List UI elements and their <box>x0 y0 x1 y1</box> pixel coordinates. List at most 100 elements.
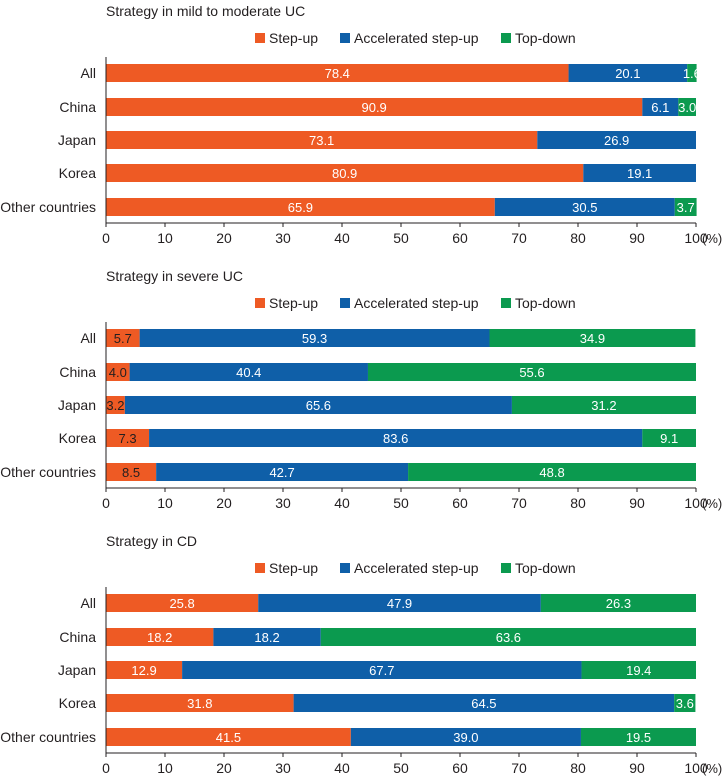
x-tick-label: 20 <box>216 760 232 776</box>
legend-swatch-step-up <box>255 563 265 573</box>
bar-segment-top-down <box>580 728 696 746</box>
x-tick-label: 40 <box>334 230 350 246</box>
x-tick-label: 60 <box>452 495 468 511</box>
x-tick-label: 70 <box>511 230 527 246</box>
x-tick-label: 30 <box>275 760 291 776</box>
chart-panel-2: Strategy in severe UC Step-up Accelerated … <box>0 268 722 511</box>
legend-label-step-up: Step-up <box>269 30 318 46</box>
data-label: 63.6 <box>496 630 521 645</box>
category-label: China <box>59 364 96 380</box>
data-label: 47.9 <box>387 596 412 611</box>
x-tick-label: 30 <box>275 230 291 246</box>
bar-segment-step-up <box>106 98 643 116</box>
category-label: Other countries <box>0 729 96 745</box>
data-label: 3.0 <box>678 100 696 115</box>
legend-swatch-accelerated-step-up <box>340 298 350 308</box>
x-tick-label: 0 <box>102 230 110 246</box>
legend-swatch-top-down <box>501 563 511 573</box>
x-tick-label: 70 <box>511 495 527 511</box>
bar-segment-accelerated-step-up <box>182 661 582 679</box>
category-label: All <box>80 65 96 81</box>
category-label: All <box>80 595 96 611</box>
data-label: 67.7 <box>369 663 394 678</box>
data-label: 19.5 <box>626 730 651 745</box>
bar-segment-accelerated-step-up <box>156 463 409 481</box>
bar-segment-top-down <box>642 429 696 447</box>
x-tick-label: 80 <box>570 760 586 776</box>
bar-segment-step-up <box>106 363 130 381</box>
bar-segment-top-down <box>687 64 697 82</box>
bar-segment-top-down <box>540 594 696 612</box>
data-label: 78.4 <box>325 66 350 81</box>
bar-segment-accelerated-step-up <box>129 363 368 381</box>
legend-label-step-up: Step-up <box>269 295 318 311</box>
chart-panel-1: Strategy in mild to moderate UC Step-up Ac… <box>0 3 722 246</box>
bar-segment-step-up <box>106 396 125 414</box>
bar-segment-top-down <box>408 463 696 481</box>
bar-segment-accelerated-step-up <box>124 396 512 414</box>
category-label: Japan <box>58 132 96 148</box>
chart-panel-3: Strategy in CD Step-up Accelerated step-up… <box>0 533 722 776</box>
legend-swatch-top-down <box>501 33 511 43</box>
bar-segment-step-up <box>106 728 351 746</box>
bar-segment-step-up <box>106 594 259 612</box>
bar-segment-step-up <box>106 329 140 347</box>
category-label: Korea <box>59 165 97 181</box>
category-label: Japan <box>58 662 96 678</box>
data-label: 12.9 <box>131 663 156 678</box>
legend-label-top-down: Top-down <box>515 30 576 46</box>
bar-segment-step-up <box>106 694 294 712</box>
bar-segment-step-up <box>106 429 150 447</box>
bar-segment-top-down <box>367 363 696 381</box>
x-axis-unit: (%) <box>702 761 722 776</box>
data-label: 19.1 <box>627 166 652 181</box>
x-tick-label: 50 <box>393 760 409 776</box>
category-label: China <box>59 629 96 645</box>
bar-segment-accelerated-step-up <box>258 594 541 612</box>
category-label: Japan <box>58 397 96 413</box>
x-tick-label: 90 <box>629 495 645 511</box>
x-tick-label: 10 <box>157 760 173 776</box>
category-label: Korea <box>59 695 97 711</box>
data-label: 26.3 <box>606 596 631 611</box>
data-label: 31.2 <box>591 398 616 413</box>
bar-segment-step-up <box>106 198 495 216</box>
category-label: Other countries <box>0 464 96 480</box>
bar-segment-step-up <box>106 661 183 679</box>
x-tick-label: 10 <box>157 230 173 246</box>
data-label: 31.8 <box>187 696 212 711</box>
bar-segment-accelerated-step-up <box>293 694 675 712</box>
legend-label-accelerated-step-up: Accelerated step-up <box>354 295 479 311</box>
data-label: 48.8 <box>539 465 564 480</box>
data-label: 3.6 <box>676 696 694 711</box>
x-tick-label: 20 <box>216 230 232 246</box>
x-tick-label: 100 <box>684 230 708 246</box>
bar-segment-accelerated-step-up <box>568 64 688 82</box>
category-label: Korea <box>59 430 97 446</box>
legend-swatch-step-up <box>255 33 265 43</box>
data-label: 5.7 <box>114 331 132 346</box>
legend-label-step-up: Step-up <box>269 560 318 576</box>
data-label: 64.5 <box>471 696 496 711</box>
x-tick-label: 60 <box>452 760 468 776</box>
x-tick-label: 10 <box>157 495 173 511</box>
data-label: 80.9 <box>332 166 357 181</box>
data-label: 19.4 <box>626 663 651 678</box>
bar-segment-top-down <box>511 396 696 414</box>
bar-segment-accelerated-step-up <box>494 198 675 216</box>
data-label: 6.1 <box>651 100 669 115</box>
data-label: 7.3 <box>118 431 136 446</box>
data-label: 3.7 <box>677 200 695 215</box>
x-tick-label: 20 <box>216 495 232 511</box>
x-tick-label: 40 <box>334 495 350 511</box>
data-label: 55.6 <box>519 365 544 380</box>
data-label: 59.3 <box>302 331 327 346</box>
bar-segment-top-down <box>678 98 696 116</box>
data-label: 30.5 <box>572 200 597 215</box>
x-tick-label: 40 <box>334 760 350 776</box>
chart-title: Strategy in mild to moderate UC <box>106 3 305 19</box>
data-label: 40.4 <box>236 365 261 380</box>
bar-segment-step-up <box>106 628 214 646</box>
data-label: 42.7 <box>269 465 294 480</box>
